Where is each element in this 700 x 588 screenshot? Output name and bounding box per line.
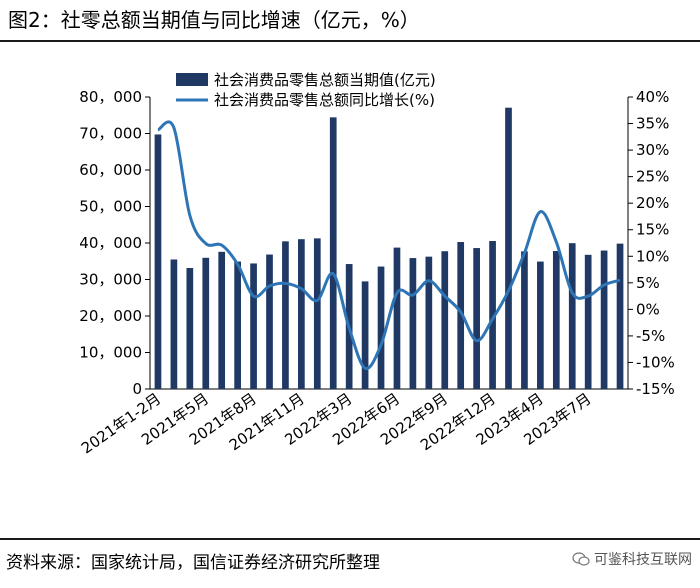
y-right-tick-label: -15% <box>636 380 675 398</box>
bar <box>266 254 273 389</box>
chart-title: 图2：社零总额当期值与同比增速（亿元，%） <box>8 8 420 32</box>
bar <box>154 134 162 389</box>
x-tick-label: 2021年1-2月 <box>78 390 164 458</box>
chart-area: 社会消费品零售总额当期值(亿元) 社会消费品零售总额同比增长(%) 0 10，00… <box>78 71 675 458</box>
bar <box>393 247 401 389</box>
bar <box>202 257 210 389</box>
bar <box>489 241 496 389</box>
y-left-tick-label: 20，000 <box>79 307 142 325</box>
y-left-tick-label: 50，000 <box>79 198 142 216</box>
bar <box>250 263 257 389</box>
y-right-tick-label: 0% <box>636 300 660 318</box>
y-right-tick-label: 25% <box>636 168 669 186</box>
growth-line <box>157 120 621 371</box>
y-right-tick-label: -5% <box>636 327 665 345</box>
source-rule <box>0 538 700 540</box>
bar <box>425 256 433 389</box>
y-right-tick-label: 30% <box>636 141 669 159</box>
bar <box>473 248 480 389</box>
bar <box>409 258 417 389</box>
y-left-tick-label: 0 <box>132 380 142 398</box>
bar <box>218 251 226 389</box>
axes: 0 10，000 20，000 30，000 40，000 50，000 60，000 70，… <box>79 88 674 398</box>
bar <box>616 243 624 389</box>
y-right-tick-label: 40% <box>636 88 669 106</box>
x-tick-labels: 2021年1-2月2021年5月2021年8月2021年11月2022年3月20… <box>78 390 594 458</box>
bar <box>170 259 178 389</box>
y-left-tick-label: 80，000 <box>79 88 142 106</box>
bar <box>313 238 321 389</box>
line-series <box>157 120 621 371</box>
y-left-tick-label: 30，000 <box>79 271 142 289</box>
y-right-tick-label: 20% <box>636 194 669 212</box>
bar <box>329 117 337 390</box>
y-right-tick-label: -10% <box>636 353 675 371</box>
legend-line-label: 社会消费品零售总额同比增长(%) <box>214 91 435 109</box>
y-right-tick-label: 15% <box>636 221 669 239</box>
bar <box>584 254 592 389</box>
legend-bar-label: 社会消费品零售总额当期值(亿元) <box>214 71 436 89</box>
bar <box>234 261 241 389</box>
bar <box>377 266 385 389</box>
bar <box>282 241 289 389</box>
bar <box>298 239 305 389</box>
y-left-tick-label: 40，000 <box>79 234 142 252</box>
y-left-tick-label: 10，000 <box>79 344 142 362</box>
y-right-tick-label: 5% <box>636 274 660 292</box>
wechat-icon <box>572 552 590 566</box>
bar <box>361 281 369 389</box>
source-note: 资料来源：国家统计局，国信证券经济研究所整理 <box>6 553 380 573</box>
bar <box>441 251 449 389</box>
title-rule <box>0 40 700 42</box>
bar <box>537 261 544 389</box>
bar <box>552 251 560 389</box>
bar-series <box>154 107 624 390</box>
watermark-text: 可鉴科技互联网 <box>594 552 692 568</box>
bar <box>186 267 194 389</box>
y-right-tick-label: 10% <box>636 247 669 265</box>
bar <box>505 107 512 390</box>
y-right-tick-label: 35% <box>636 115 669 133</box>
y-left-tick-label: 60，000 <box>79 161 142 179</box>
bar <box>521 251 528 389</box>
watermark: 可鉴科技互联网 <box>572 549 692 569</box>
y-left-tick-label: 70，000 <box>79 125 142 143</box>
bar <box>457 242 465 389</box>
legend-bar-swatch <box>176 73 208 86</box>
bar <box>600 250 608 389</box>
legend: 社会消费品零售总额当期值(亿元) 社会消费品零售总额同比增长(%) <box>176 71 436 109</box>
bar <box>568 243 576 389</box>
